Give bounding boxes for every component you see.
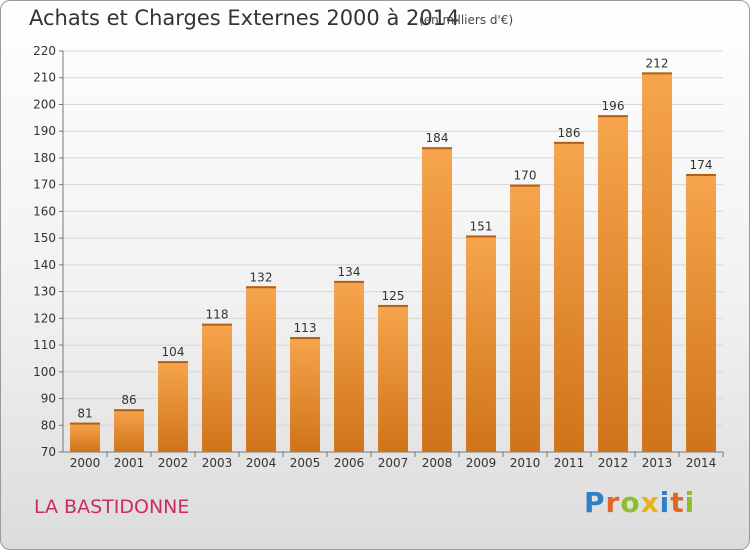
x-tick-label: 2000: [70, 456, 101, 470]
chart-unit: (en milliers d'€): [419, 13, 514, 27]
y-tick-label: 110: [33, 338, 56, 352]
x-tick-label: 2003: [202, 456, 233, 470]
bar-top-edge: [114, 409, 144, 412]
data-label: 132: [250, 270, 273, 284]
bar: [510, 184, 540, 452]
data-label: 86: [121, 393, 136, 407]
x-tick-label: 2008: [422, 456, 453, 470]
data-label: 151: [470, 219, 493, 233]
bar: [334, 280, 364, 452]
data-label: 81: [77, 407, 92, 421]
chart-title: Achats et Charges Externes 2000 à 2014: [29, 6, 460, 30]
bar: [202, 323, 232, 452]
x-tick-label: 2012: [598, 456, 629, 470]
y-tick-label: 190: [33, 124, 56, 138]
y-tick-label: 210: [33, 71, 56, 85]
data-label: 104: [162, 345, 185, 359]
bar: [422, 147, 452, 453]
y-tick-label: 160: [33, 204, 56, 218]
bar: [158, 361, 188, 452]
bar-top-edge: [158, 361, 188, 364]
logo-letter: x: [640, 486, 660, 519]
y-tick-label: 170: [33, 178, 56, 192]
bar-top-edge: [686, 173, 716, 176]
bar-top-edge: [290, 337, 320, 340]
y-tick-label: 130: [33, 285, 56, 299]
x-tick-label: 2002: [158, 456, 189, 470]
proxiti-logo: Proxiti: [584, 486, 695, 519]
bar-top-edge: [466, 235, 496, 238]
data-labels: 81 86 104 118 132 113 134 125 184 151 170 186 196 212…: [77, 56, 712, 420]
logo-letter: o: [620, 486, 641, 519]
y-tick-label: 180: [33, 151, 56, 165]
bar-top-edge: [334, 280, 364, 283]
data-label: 186: [558, 126, 581, 140]
bar: [378, 304, 408, 452]
bar-top-edge: [554, 141, 584, 144]
bar: [686, 173, 716, 452]
x-tick-label: 2004: [246, 456, 277, 470]
bar: [114, 409, 144, 452]
bar: [598, 115, 628, 452]
data-label: 113: [294, 321, 317, 335]
logo-letter: P: [584, 486, 606, 519]
data-label: 212: [646, 56, 669, 70]
data-label: 184: [426, 131, 449, 145]
y-tick-label: 140: [33, 258, 56, 272]
bar: [642, 72, 672, 453]
x-tick-label: 2014: [686, 456, 717, 470]
logo-letter: i: [659, 486, 671, 519]
axes: 7080901001101201301401501601701801902002…: [33, 44, 724, 470]
x-tick-label: 2007: [378, 456, 409, 470]
data-label: 170: [514, 169, 537, 183]
bar-top-edge: [378, 304, 408, 307]
bar: [70, 422, 100, 452]
bar-top-edge: [422, 147, 452, 150]
data-label: 125: [382, 289, 405, 303]
bar-top-edge: [202, 323, 232, 326]
x-tick-label: 2011: [554, 456, 585, 470]
logo-letter: i: [684, 486, 696, 519]
x-tick-label: 2005: [290, 456, 321, 470]
bar-top-edge: [70, 422, 100, 425]
bar-top-edge: [598, 115, 628, 118]
bar: [246, 286, 276, 452]
logo-letter: t: [670, 486, 685, 519]
x-tick-label: 2009: [466, 456, 497, 470]
y-tick-label: 200: [33, 97, 56, 111]
data-label: 174: [690, 158, 713, 172]
y-tick-label: 150: [33, 231, 56, 245]
bar: [290, 337, 320, 452]
bar: [466, 235, 496, 452]
y-tick-label: 220: [33, 44, 56, 58]
bars: [70, 72, 716, 453]
x-tick-label: 2013: [642, 456, 673, 470]
place-name: LA BASTIDONNE: [34, 496, 190, 518]
x-tick-label: 2006: [334, 456, 365, 470]
y-tick-label: 80: [41, 418, 56, 432]
y-tick-label: 100: [33, 365, 56, 379]
data-label: 118: [206, 308, 229, 322]
y-tick-label: 70: [41, 445, 56, 459]
logo-letter: r: [605, 486, 621, 519]
y-tick-label: 120: [33, 311, 56, 325]
bar-top-edge: [642, 72, 672, 75]
x-tick-label: 2001: [114, 456, 145, 470]
data-label: 134: [338, 265, 361, 279]
bar-top-edge: [246, 286, 276, 289]
bar-top-edge: [510, 184, 540, 187]
x-tick-label: 2010: [510, 456, 541, 470]
bar: [554, 141, 584, 453]
y-tick-label: 90: [41, 392, 56, 406]
data-label: 196: [602, 99, 625, 113]
